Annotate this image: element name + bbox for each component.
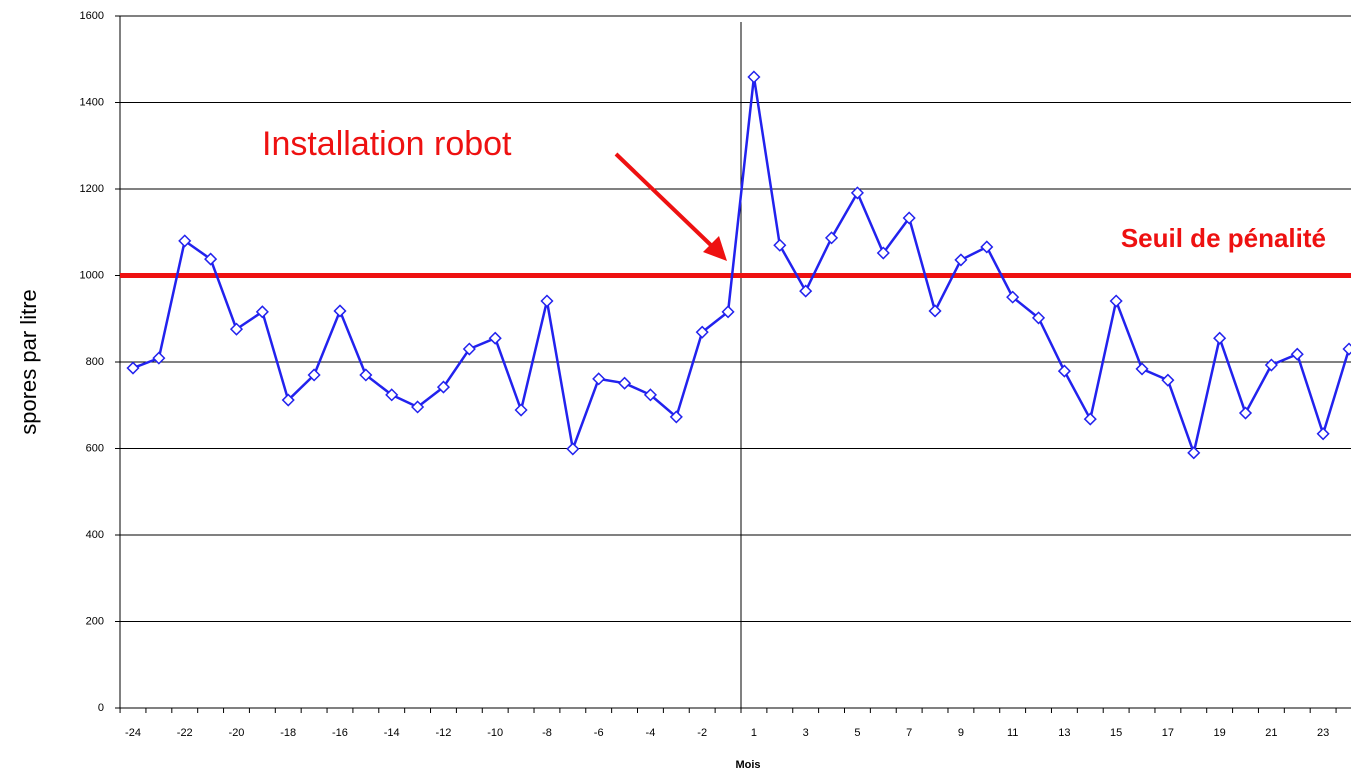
data-point	[204, 252, 218, 266]
data-point	[1290, 347, 1304, 361]
threshold-label: Seuil de pénalité	[1121, 223, 1326, 253]
data-point	[1031, 311, 1046, 325]
data-point	[695, 325, 709, 339]
data-point	[824, 231, 839, 245]
data-point	[1057, 364, 1071, 378]
x-tick-label: -10	[487, 727, 503, 739]
x-tick-label: -20	[229, 727, 245, 739]
x-tick-label: 3	[803, 727, 809, 739]
y-axis-label: spores par litre	[16, 289, 41, 435]
data-point	[1238, 406, 1253, 420]
x-tick-label: 5	[854, 727, 860, 739]
data-point	[592, 372, 606, 386]
data-point	[799, 284, 813, 298]
annotation-arrow	[614, 152, 718, 252]
data-point	[618, 376, 632, 390]
data-point	[876, 246, 890, 260]
x-tick-label: 1	[751, 727, 757, 739]
data-point	[1109, 294, 1123, 308]
x-tick-label: 9	[958, 727, 964, 739]
data-point	[281, 393, 295, 407]
x-tick-label: -16	[332, 727, 348, 739]
x-tick-label: 7	[906, 727, 912, 739]
data-point	[1161, 373, 1175, 387]
data-point	[152, 351, 166, 365]
x-axis-label: Mois	[735, 759, 760, 771]
data-point	[980, 240, 994, 254]
data-point	[773, 238, 787, 252]
data-point	[928, 304, 942, 318]
x-tick-label: 11	[1007, 727, 1018, 739]
data-point	[1006, 290, 1020, 304]
x-tick-label: 15	[1110, 727, 1122, 739]
y-tick-label: 600	[86, 442, 104, 454]
x-tick-label: -24	[125, 727, 141, 739]
data-point	[229, 322, 244, 336]
data-point	[1187, 446, 1201, 460]
data-point	[1342, 342, 1351, 356]
y-tick-label: 1600	[80, 10, 104, 22]
data-point	[1316, 427, 1330, 441]
data-point	[307, 368, 321, 382]
x-tick-label: -18	[280, 727, 296, 739]
data-point	[721, 305, 735, 319]
data-point	[385, 388, 399, 402]
data-point	[411, 400, 425, 414]
annotation-arrowhead	[703, 236, 727, 261]
y-tick-label: 1200	[80, 183, 104, 195]
y-tick-label: 400	[86, 529, 104, 541]
x-tick-label: -8	[542, 727, 552, 739]
x-tick-label: -4	[646, 727, 656, 739]
y-tick-label: 800	[86, 356, 104, 368]
x-tick-label: -12	[436, 727, 452, 739]
data-point	[540, 294, 554, 308]
y-tick-label: 1000	[80, 269, 104, 281]
x-tick-label: 19	[1214, 727, 1226, 739]
x-tick-label: -2	[697, 727, 707, 739]
data-point	[1264, 358, 1278, 372]
x-tick-label: 17	[1162, 727, 1174, 739]
y-tick-label: 1400	[80, 96, 104, 108]
data-point	[333, 304, 347, 318]
x-tick-label: 23	[1317, 727, 1329, 739]
data-point	[1135, 362, 1149, 376]
x-tick-label: 13	[1058, 727, 1070, 739]
data-point	[1213, 331, 1227, 345]
data-point	[902, 211, 916, 225]
y-tick-label: 0	[98, 702, 104, 714]
x-tick-label: -14	[384, 727, 400, 739]
x-tick-label: 21	[1265, 727, 1277, 739]
data-point	[747, 70, 761, 84]
data-point	[566, 442, 580, 456]
data-point	[514, 403, 528, 417]
data-point	[669, 410, 683, 424]
data-point	[850, 186, 864, 200]
data-point	[359, 368, 373, 382]
y-tick-label: 200	[86, 615, 104, 627]
data-point	[436, 380, 451, 394]
data-point	[178, 234, 192, 248]
x-tick-label: -6	[594, 727, 604, 739]
data-point	[255, 305, 269, 319]
annotation-text: Installation robot	[262, 125, 512, 163]
data-point	[643, 388, 658, 402]
data-point	[462, 342, 476, 356]
data-point	[954, 253, 968, 267]
data-point	[488, 331, 502, 345]
data-point	[1083, 412, 1097, 426]
data-point	[126, 361, 140, 375]
x-tick-label: -22	[177, 727, 193, 739]
